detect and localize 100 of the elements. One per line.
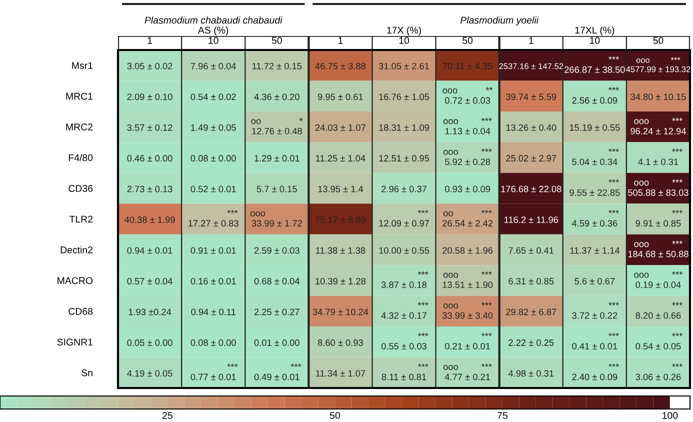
data-label: 3.57 ± 0.12 bbox=[127, 124, 172, 131]
data-label: 0.94 ± 0.01 bbox=[127, 247, 172, 254]
data-label: *** 0.49 ± 0.01 bbox=[254, 364, 302, 380]
data-label: *** 0.41 ± 0.01 bbox=[572, 332, 619, 350]
data-label: 18.31 ± 1.09 bbox=[379, 124, 430, 131]
data-label: 25.02 ± 2.97 bbox=[506, 155, 556, 162]
data-label: 2.22 ± 0.25 bbox=[508, 339, 554, 346]
data-label: *** 9.91 ± 0.85 bbox=[636, 210, 683, 227]
data-label: 13.95 ± 1.4 bbox=[318, 186, 364, 192]
x-tick-label: 10 bbox=[399, 37, 410, 44]
data-label: *** 0.55 ± 0.03 bbox=[381, 332, 428, 350]
data-label: *** 8.11 ± 0.81 bbox=[382, 364, 428, 380]
data-label: ooo 33.99 ± 1.72 bbox=[250, 211, 302, 227]
data-label: 11.38 ± 1.38 bbox=[316, 247, 366, 254]
data-label: 5.6 ± 0.67 bbox=[574, 278, 615, 284]
data-label: *** 17.27 ± 0.83 bbox=[188, 210, 238, 227]
color-bar-label: 50 bbox=[330, 412, 340, 419]
data-label: 16.76 ± 1.05 bbox=[379, 94, 430, 100]
data-label: 31.05 ± 2.61 bbox=[378, 62, 430, 70]
text: Plasmodium yoelii bbox=[460, 16, 539, 26]
color-bar-label: 75 bbox=[498, 412, 508, 419]
data-label: *** 8.20 ± 0.66 bbox=[636, 302, 683, 319]
x-tick-label: 50 bbox=[653, 37, 664, 44]
y-tick-label: CD36 bbox=[68, 185, 93, 192]
data-label: 10.00 ± 0.55 bbox=[379, 247, 430, 254]
data-label: *** 2.56 ± 0.09 bbox=[572, 87, 619, 104]
text: AS (%) bbox=[198, 26, 228, 36]
color-bar-label: 100 bbox=[662, 412, 678, 419]
data-label: ooo *** 96.24 ± 12.94 bbox=[630, 118, 686, 134]
data-label: 75.17 ± 8.89 bbox=[315, 216, 366, 223]
data-label: 4.98 ± 0.31 bbox=[508, 370, 554, 377]
y-tick-label: Dectin2 bbox=[60, 246, 93, 254]
data-label: 0.54 ± 0.02 bbox=[190, 94, 236, 100]
data-label: 176.68 ± 22.08 bbox=[501, 186, 562, 192]
data-label: oo * 12.76 ± 0.48 bbox=[251, 118, 303, 134]
y-tick-label: TLR2 bbox=[69, 216, 93, 223]
text: 17XL (%) bbox=[575, 26, 614, 36]
data-label: 2.25 ± 0.27 bbox=[254, 308, 300, 316]
x-tick-label: 10 bbox=[208, 37, 218, 44]
data-label: *** 0.21 ± 0.01 bbox=[445, 332, 492, 350]
data-label: 24.03 ± 1.07 bbox=[315, 124, 366, 131]
data-label: 13.26 ± 0.40 bbox=[506, 124, 556, 131]
data-label: 34.80 ± 10.15 bbox=[630, 94, 686, 100]
data-label: ooo ** 0.72 ± 0.03 bbox=[442, 87, 493, 104]
data-label: 4.36 ± 0.20 bbox=[254, 94, 300, 100]
data-label: 6.31 ± 0.85 bbox=[508, 278, 554, 284]
data-label: 11.25 ± 1.04 bbox=[316, 155, 366, 162]
y-tick-label: Msr1 bbox=[72, 62, 93, 69]
data-label: 9.95 ± 0.61 bbox=[318, 94, 363, 100]
data-label: 116.2 ± 11.96 bbox=[504, 216, 558, 223]
data-label: 0.46 ± 0.00 bbox=[127, 155, 172, 162]
data-label: 1.93 ±0.24 bbox=[128, 308, 172, 316]
data-label: 2.73 ± 0.13 bbox=[127, 186, 172, 192]
data-label: 0.57 ± 0.04 bbox=[127, 278, 172, 284]
data-label: 70.11 ± 4.35 bbox=[442, 62, 492, 70]
data-label: 0.91 ± 0.01 bbox=[190, 247, 236, 254]
data-label: 0.08 ± 0.00 bbox=[190, 155, 236, 162]
data-label: ooo *** 5.92 ± 0.28 bbox=[443, 148, 492, 166]
y-tick-label: SIGNR1 bbox=[57, 338, 93, 346]
data-label: oo *** 26.54 ± 2.42 bbox=[442, 210, 493, 227]
data-label: ooo *** 4577.99 ± 193.32 bbox=[626, 57, 690, 72]
data-label: *** 4.59 ± 0.36 bbox=[572, 210, 619, 227]
data-label: 5.7 ± 0.15 bbox=[256, 186, 297, 192]
data-label: 0.94 ± 0.11 bbox=[191, 308, 236, 316]
data-label: 20.58 ± 1.96 bbox=[442, 247, 493, 254]
data-label: 29.82 ± 6.87 bbox=[506, 308, 556, 316]
data-label: 34.79 ± 10.24 bbox=[312, 308, 368, 316]
y-tick-label: MACRO bbox=[58, 277, 93, 284]
data-label: ooo *** 0.19 ± 0.04 bbox=[634, 271, 683, 288]
data-label: *** 0.54 ± 0.05 bbox=[636, 332, 683, 350]
y-tick-label: Sn bbox=[82, 369, 92, 376]
y-tick-label: MRC2 bbox=[66, 124, 93, 130]
data-label: 0.16 ± 0.01 bbox=[190, 278, 236, 284]
data-label: *** 2.40 ± 0.09 bbox=[572, 364, 619, 380]
x-tick-label: 50 bbox=[462, 37, 473, 44]
data-label: ooo *** 184.68 ± 50.88 bbox=[628, 240, 688, 258]
x-tick-label: 50 bbox=[272, 37, 282, 44]
x-tick-label: 1 bbox=[148, 37, 152, 44]
data-label: 15.19 ± 0.55 bbox=[570, 124, 620, 131]
x-tick-label: 10 bbox=[590, 37, 600, 44]
data-label: 2.09 ± 0.10 bbox=[127, 94, 172, 100]
data-label: 0.08 ± 0.00 bbox=[190, 339, 236, 346]
y-tick-label: CD68 bbox=[68, 308, 93, 315]
text: 17X (%) bbox=[387, 26, 421, 36]
data-label: *** 12.09 ± 0.97 bbox=[379, 210, 429, 227]
data-label: *** 3.06 ± 0.26 bbox=[636, 364, 683, 380]
data-label: *** 4.1 ± 0.31 bbox=[638, 148, 683, 166]
data-label: 10.39 ± 1.28 bbox=[316, 278, 366, 284]
data-label: 39.74 ± 5.59 bbox=[506, 94, 556, 100]
text: Plasmodium chabaudi chabaudi bbox=[144, 16, 282, 24]
data-label: ooo *** 13.51 ± 1.90 bbox=[442, 271, 493, 288]
data-label: 2.96 ± 0.37 bbox=[382, 186, 426, 192]
data-label: *** 3.87 ± 0.18 bbox=[381, 271, 428, 288]
data-label: 2537.16 ± 147.52 bbox=[499, 63, 564, 70]
data-label: *** 4.32 ± 0.17 bbox=[381, 302, 428, 319]
data-label: 7.96 ± 0.04 bbox=[190, 62, 236, 70]
data-label: ooo *** 4.77 ± 0.21 bbox=[443, 364, 492, 380]
y-tick-label: F4/80 bbox=[68, 154, 93, 162]
x-tick-label: 1 bbox=[529, 37, 534, 44]
data-label: 1.49 ± 0.05 bbox=[191, 124, 236, 131]
